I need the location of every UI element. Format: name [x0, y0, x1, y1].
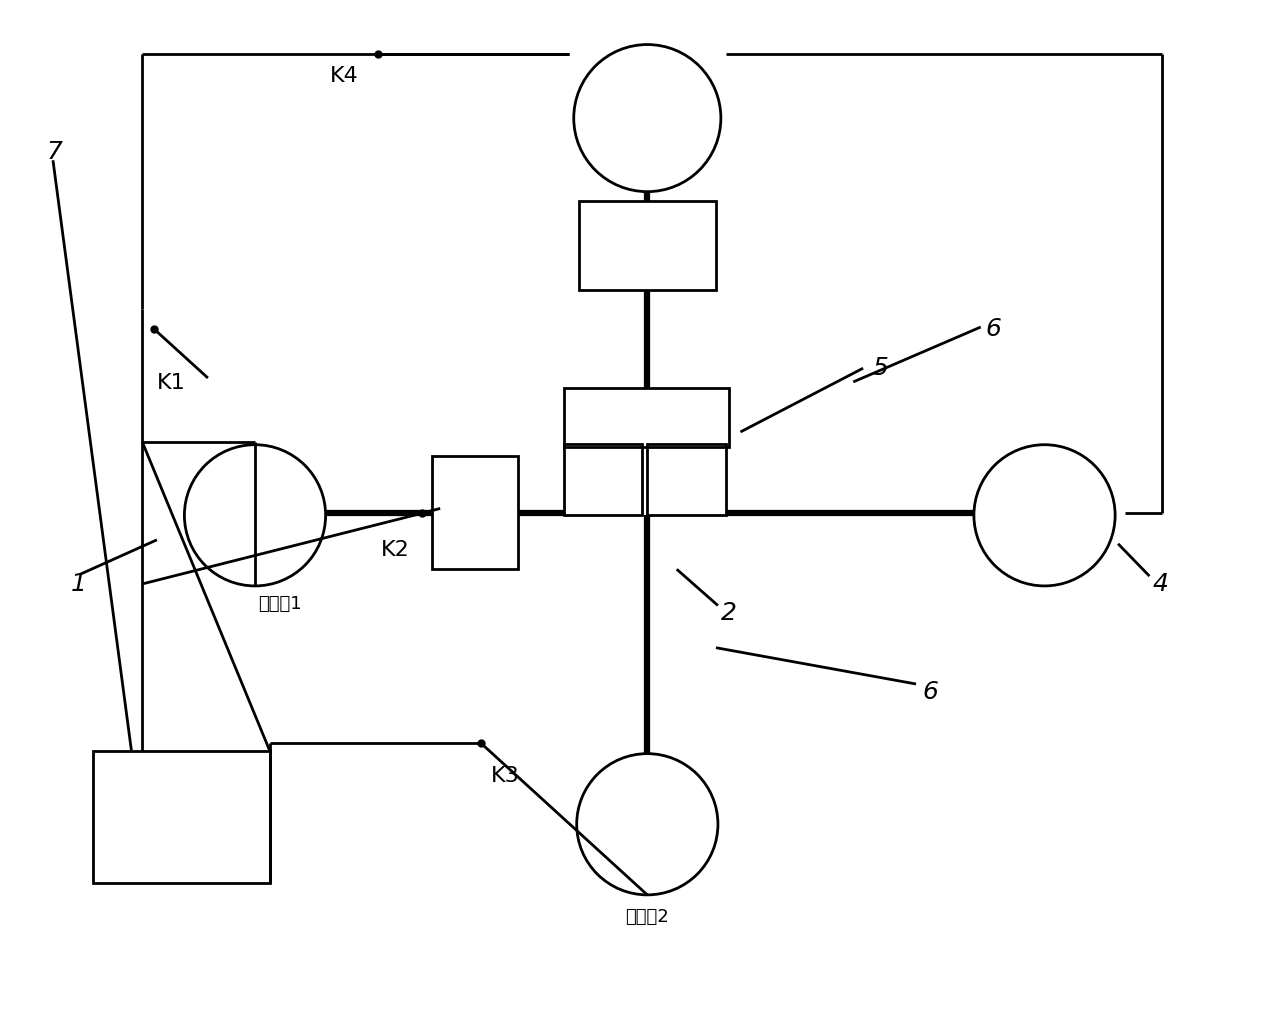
Bar — [579, 201, 717, 290]
Text: 6: 6 — [986, 317, 1002, 341]
Text: K4: K4 — [329, 66, 358, 86]
Text: 1: 1 — [70, 572, 87, 595]
Text: K3: K3 — [491, 766, 519, 787]
Text: 2: 2 — [720, 602, 737, 626]
Text: 流动相1: 流动相1 — [258, 594, 301, 613]
Text: 5: 5 — [873, 356, 889, 380]
Text: K2: K2 — [380, 540, 409, 560]
Bar — [648, 444, 725, 516]
Bar — [564, 388, 729, 447]
Bar — [93, 751, 270, 883]
Bar — [431, 456, 518, 569]
Text: 流动相2: 流动相2 — [626, 909, 669, 926]
Bar — [564, 444, 643, 516]
Text: K1: K1 — [157, 373, 186, 393]
Text: 4: 4 — [1153, 572, 1168, 595]
Text: 7: 7 — [47, 141, 62, 165]
Text: 6: 6 — [922, 679, 938, 704]
